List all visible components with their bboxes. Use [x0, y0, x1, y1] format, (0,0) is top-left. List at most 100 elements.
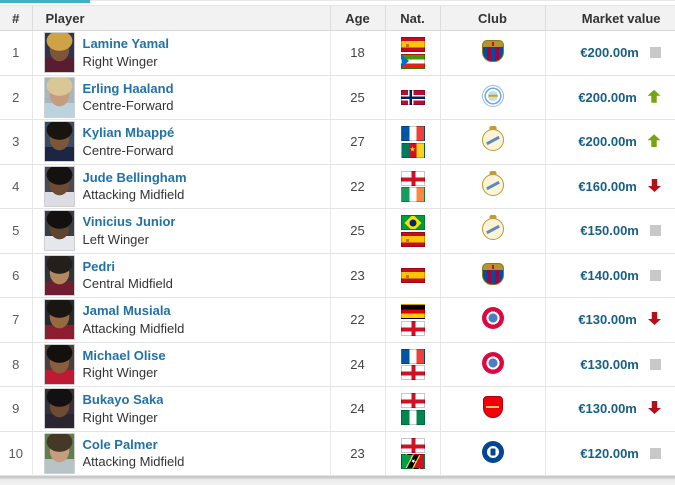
player-cell: Vinicius Junior Left Winger — [31, 208, 330, 254]
active-tab-indicator — [0, 0, 90, 3]
player-name-link[interactable]: Jude Bellingham — [82, 169, 187, 185]
club-bayern-icon — [481, 351, 504, 374]
table-row: 6 Pedri Central Midfield 23 €140.00m — [0, 253, 675, 298]
player-position: Centre-Forward — [82, 98, 174, 114]
nationality-cell — [384, 75, 440, 120]
club-barcelona-icon — [481, 40, 504, 63]
player-name-link[interactable]: Lamine Yamal — [82, 36, 169, 52]
club-crest-link[interactable] — [481, 262, 504, 285]
club-arsenal-icon — [482, 396, 503, 419]
player-photo[interactable] — [43, 76, 75, 118]
age-cell: 22 — [329, 164, 385, 209]
market-value-link[interactable]: €130.00m — [578, 401, 637, 417]
rank-cell: 1 — [0, 30, 32, 76]
age-cell: 25 — [329, 208, 385, 254]
market-value-link[interactable]: €120.00m — [580, 445, 639, 461]
nationality-cell — [384, 208, 440, 254]
market-value-cell: €200.00m — [544, 30, 675, 76]
market-value-link[interactable]: €130.00m — [578, 312, 637, 328]
flag-nigeria-icon — [400, 409, 425, 425]
club-crest-link[interactable] — [482, 396, 503, 419]
player-photo[interactable] — [43, 210, 75, 252]
player-name-link[interactable]: Vinicius Junior — [82, 214, 176, 230]
age-cell: 18 — [329, 30, 385, 76]
column-header-player[interactable]: Player — [31, 5, 330, 31]
nationality-cell — [384, 30, 440, 76]
market-value-cell: €140.00m — [544, 253, 675, 298]
market-value-link[interactable]: €150.00m — [580, 223, 639, 239]
nationality-flags — [400, 125, 425, 160]
flag-st-kitts-nevis-icon — [400, 454, 425, 469]
club-crest-link[interactable] — [481, 129, 504, 152]
player-name-link[interactable]: Bukayo Saka — [82, 392, 164, 408]
market-value-link[interactable]: €130.00m — [580, 356, 639, 372]
column-header-nationality[interactable]: Nat. — [384, 5, 440, 31]
market-value-cell: €130.00m — [544, 297, 675, 343]
player-position: Right Winger — [82, 365, 158, 381]
column-header-market-value[interactable]: Market value — [544, 5, 675, 31]
club-real-madrid-icon — [481, 173, 504, 196]
player-photo[interactable] — [43, 299, 75, 341]
flag-england-icon — [400, 170, 425, 186]
club-crest-link[interactable] — [481, 351, 504, 374]
column-header-rank: # — [0, 5, 32, 31]
player-position: Attacking Midfield — [82, 187, 185, 203]
club-crest-link[interactable] — [481, 40, 504, 63]
flag-cameroon-icon — [400, 142, 425, 158]
player-photo[interactable] — [43, 165, 75, 207]
player-name-link[interactable]: Erling Haaland — [82, 80, 174, 96]
age-cell: 22 — [329, 297, 385, 343]
table-header-row: # Player Age Nat. Club Market value — [0, 5, 675, 31]
nationality-flags — [400, 303, 425, 338]
market-value-link[interactable]: €200.00m — [578, 134, 637, 150]
player-photo[interactable] — [43, 32, 75, 74]
player-name-link[interactable]: Michael Olise — [82, 347, 166, 363]
flag-england-icon — [400, 320, 425, 336]
rank-number: 2 — [12, 89, 20, 105]
club-crest-link[interactable] — [481, 440, 504, 463]
nationality-flags — [400, 214, 425, 249]
column-header-club[interactable]: Club — [439, 5, 545, 31]
age-cell: 27 — [329, 119, 385, 165]
club-cell — [439, 75, 545, 120]
player-name-link[interactable]: Jamal Musiala — [82, 303, 171, 319]
player-photo[interactable] — [43, 432, 75, 474]
market-value-link[interactable]: €200.00m — [578, 89, 637, 105]
rank-cell: 7 — [0, 297, 32, 343]
rank-number: 1 — [12, 45, 20, 61]
rank-number: 7 — [12, 312, 20, 328]
column-header-age[interactable]: Age — [329, 5, 385, 31]
player-cell: Michael Olise Right Winger — [31, 342, 330, 387]
player-name-link[interactable]: Kylian Mbappé — [82, 125, 175, 141]
table-row: 2 Erling Haaland Centre-Forward 25 €200.… — [0, 75, 675, 120]
player-photo[interactable] — [43, 254, 75, 296]
player-photo[interactable] — [43, 121, 75, 163]
market-value-link[interactable]: €160.00m — [578, 178, 637, 194]
player-photo[interactable] — [43, 343, 75, 385]
club-crest-link[interactable] — [481, 307, 504, 330]
table-row: 10 Cole Palmer Attacking Midfield 23 €12… — [0, 431, 675, 476]
market-value-link[interactable]: €140.00m — [580, 267, 639, 283]
club-crest-link[interactable] — [481, 84, 504, 107]
player-position: Central Midfield — [82, 276, 173, 292]
rank-number: 8 — [12, 356, 20, 372]
player-name-link[interactable]: Pedri — [82, 258, 116, 274]
market-value-link[interactable]: €200.00m — [580, 45, 639, 61]
club-crest-link[interactable] — [481, 173, 504, 196]
nationality-cell — [384, 431, 440, 476]
value-up-arrow-icon — [647, 134, 661, 148]
player-cell: Lamine Yamal Right Winger — [31, 30, 330, 76]
club-cell — [439, 386, 545, 432]
player-name-link[interactable]: Cole Palmer — [82, 436, 158, 452]
table-row: 7 Jamal Musiala Attacking Midfield 22 €1… — [0, 297, 675, 343]
nationality-flags — [400, 266, 425, 284]
rank-cell: 4 — [0, 164, 32, 209]
club-cell — [439, 253, 545, 298]
value-no-change-icon — [649, 225, 661, 237]
player-photo[interactable] — [43, 388, 75, 430]
club-crest-link[interactable] — [481, 218, 504, 241]
club-real-madrid-icon — [481, 129, 504, 152]
tab-strip — [0, 0, 675, 5]
player-position: Right Winger — [82, 409, 158, 425]
